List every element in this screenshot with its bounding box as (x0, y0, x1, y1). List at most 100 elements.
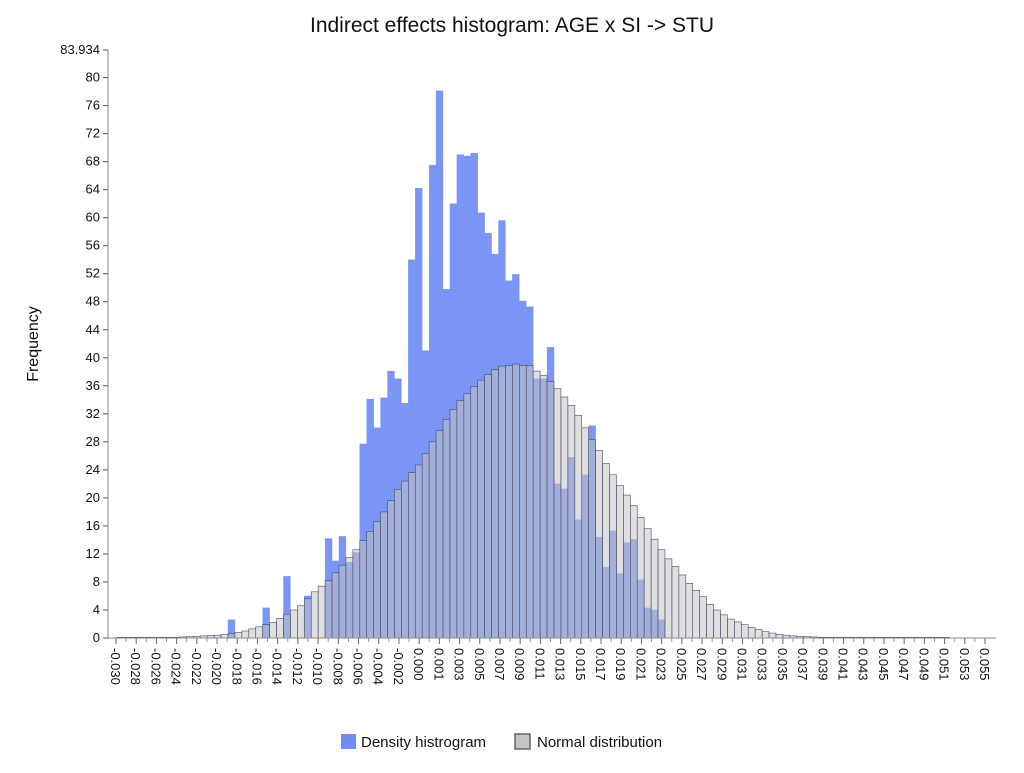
normal-bar (567, 405, 576, 639)
x-tick-label: 0.009 (512, 648, 527, 681)
x-tick-label: 0.035 (775, 648, 790, 681)
normal-bar (546, 381, 555, 639)
chart-title: Indirect effects histogram: AGE x SI -> … (310, 14, 714, 37)
normal-bar (373, 521, 381, 639)
y-tick-label: 72 (86, 126, 100, 141)
y-tick-label: 68 (86, 154, 100, 169)
normal-bar (359, 540, 368, 639)
y-tick-label: 4 (93, 602, 100, 617)
normal-bar (574, 414, 583, 639)
normal-bar (414, 464, 423, 639)
normal-bar (262, 624, 270, 639)
x-tick-label: -0.006 (351, 648, 366, 685)
x-tick-label: 0.000 (411, 648, 426, 681)
x-tick-label: 0.051 (937, 648, 952, 681)
normal-bar (539, 374, 548, 639)
y-tick-label: 44 (86, 322, 100, 337)
normal-bar (657, 549, 666, 639)
normal-bar (650, 538, 659, 639)
x-tick-label: -0.028 (128, 648, 143, 685)
normal-bar (768, 632, 777, 639)
x-tick-label: 0.041 (836, 648, 851, 681)
y-tick-label: 16 (86, 518, 100, 533)
y-tick-label: 83.934 (60, 42, 100, 57)
normal-bar (519, 365, 527, 639)
normal-bar (324, 580, 333, 639)
x-tick-label: -0.030 (108, 648, 123, 685)
x-tick-label: 0.011 (532, 648, 547, 680)
y-tick-label: 80 (86, 70, 100, 85)
normal-bar (671, 566, 680, 639)
normal-bar (394, 489, 402, 639)
y-tick-label: 76 (86, 98, 100, 113)
normal-bar (747, 627, 756, 639)
normal-bar (303, 598, 312, 639)
y-tick-label: 12 (86, 546, 100, 561)
normal-bar (435, 430, 444, 639)
normal-bar (421, 453, 430, 639)
x-tick-label: 0.053 (957, 648, 972, 681)
x-tick-label: 0.015 (573, 648, 588, 681)
x-tick-label: 0.039 (815, 648, 830, 681)
x-tick-label: 0.003 (452, 648, 467, 681)
x-tick-label: -0.014 (270, 648, 285, 685)
legend-swatch-normal[interactable] (514, 733, 531, 750)
normal-bar (623, 494, 631, 639)
normal-bar (532, 370, 541, 639)
normal-bar (602, 463, 610, 639)
normal-bar (317, 585, 326, 639)
x-tick-label: -0.020 (209, 648, 224, 685)
x-tick-label: 0.031 (734, 648, 749, 681)
x-tick-label: 0.007 (492, 648, 507, 681)
normal-bar (352, 549, 361, 639)
normal-bar (720, 614, 728, 639)
normal-bar (553, 388, 562, 639)
normal-bar (345, 557, 354, 639)
normal-bar (706, 604, 714, 639)
y-tick-label: 64 (86, 182, 100, 197)
x-tick-label: 0.021 (633, 648, 648, 681)
x-tick-label: 0.001 (431, 648, 446, 681)
normal-bar (685, 583, 694, 639)
x-tick-label: -0.004 (371, 648, 386, 685)
normal-bar (699, 596, 707, 639)
normal-bar (775, 634, 784, 639)
normal-bar (692, 590, 700, 639)
y-tick-label: 0 (93, 630, 100, 645)
legend-swatch-density[interactable] (341, 734, 356, 749)
legend-label-density[interactable]: Density histrogram (361, 734, 486, 751)
x-tick-label: 0.005 (472, 648, 487, 681)
normal-bar (449, 409, 458, 639)
x-tick-label: -0.022 (189, 648, 204, 685)
normal-bar (609, 474, 617, 639)
y-tick-label: 52 (86, 266, 100, 281)
normal-bar (491, 369, 499, 639)
legend-label-normal[interactable]: Normal distribution (537, 734, 662, 751)
y-tick-label: 28 (86, 434, 100, 449)
x-tick-label: 0.017 (593, 648, 608, 681)
x-tick-label: 0.023 (654, 648, 669, 681)
legend[interactable]: Density histrogram Normal distribution (341, 733, 662, 751)
normal-bar (269, 622, 277, 639)
x-tick-label: 0.013 (553, 648, 568, 681)
normal-bar (248, 628, 257, 639)
x-tick-label: 0.047 (896, 648, 911, 681)
normal-bar (220, 634, 229, 639)
normal-bar (428, 441, 437, 639)
normal-bar (470, 386, 478, 639)
normal-bar (366, 531, 374, 639)
x-tick-label: -0.010 (310, 648, 325, 685)
normal-bar (477, 379, 485, 639)
normal-bar (754, 629, 763, 639)
axis-lines (107, 50, 996, 639)
y-tick-label: 20 (86, 490, 100, 505)
normal-bar (387, 500, 395, 639)
normal-bar (310, 591, 319, 639)
normal-bar (581, 427, 589, 639)
y-tick-label: 48 (86, 294, 100, 309)
normal-bar (761, 631, 770, 639)
normal-bar (643, 528, 652, 639)
normal-bar (713, 609, 721, 639)
normal-bar (401, 480, 409, 639)
